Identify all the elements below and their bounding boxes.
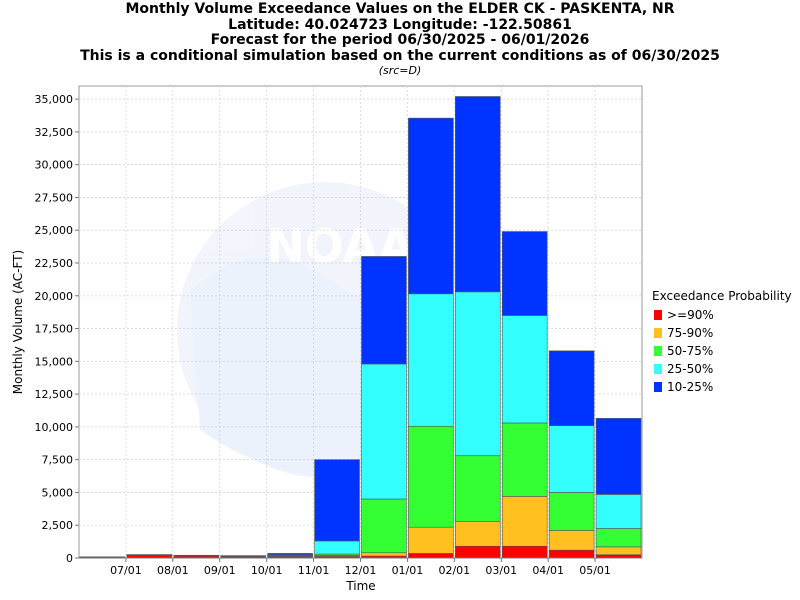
y-tick-label: 30,000 (35, 159, 74, 172)
y-tick-label: 35,000 (35, 93, 74, 106)
x-tick-label: 01/01 (392, 564, 424, 577)
x-tick-label: 09/01 (204, 564, 236, 577)
bar-segment (501, 422, 548, 497)
legend-label: 10-25% (667, 380, 714, 394)
bar-segment (173, 554, 220, 557)
y-tick-label: 32,500 (35, 126, 74, 139)
bar-segment (501, 231, 548, 316)
y-tick-label: 20,000 (35, 290, 74, 303)
legend-item: >=90% (652, 306, 792, 324)
legend-item: 50-75% (652, 342, 792, 360)
bar-segment (408, 526, 454, 554)
y-tick-label: 27,500 (35, 191, 74, 204)
bar-segment (220, 555, 266, 557)
legend-swatch (654, 310, 662, 320)
bar-segment (595, 418, 642, 495)
legend-title: Exceedance Probability (652, 289, 792, 303)
bar-segment (361, 363, 407, 500)
x-tick-label: 12/01 (345, 564, 377, 577)
bar-segment (501, 315, 548, 424)
legend-label: 50-75% (667, 344, 714, 358)
y-axis-label: Monthly Volume (AC-FT) (11, 250, 25, 394)
bar-segment (548, 530, 595, 551)
y-tick-label: 10,000 (35, 421, 74, 434)
y-axis-ticks: 0 2,500 5,000 7,500 10,000 12,500 15,000 17,500… (35, 93, 79, 565)
legend-swatch (654, 382, 662, 392)
chart-title: Monthly Volume Exceedance Values on the … (125, 1, 675, 17)
bar-segment (548, 425, 595, 493)
y-tick-label: 5,000 (42, 486, 74, 499)
x-tick-label: 10/01 (251, 564, 283, 577)
legend-item: 25-50% (652, 360, 792, 378)
bar-segment (126, 554, 173, 556)
bar-segment (361, 256, 407, 365)
bar-segment (455, 291, 501, 457)
legend-items: >=90% 75-90% 50-75% 25-50% 10-25% (652, 306, 792, 396)
bar-segment (314, 459, 360, 542)
x-tick-label: 08/01 (157, 564, 189, 577)
bar-segment (267, 553, 313, 556)
chart-subtitle-2: Forecast for the period 06/30/2025 - 06/… (210, 32, 590, 48)
legend: Exceedance Probability >=90% 75-90% 50-75%… (652, 289, 792, 396)
bar-segment (455, 520, 501, 547)
bar-segment (548, 492, 595, 531)
x-tick-label: 11/01 (298, 564, 330, 577)
y-tick-label: 22,500 (35, 257, 74, 270)
bar-segment (408, 117, 454, 295)
bars (79, 96, 642, 559)
legend-swatch (654, 328, 662, 338)
bar-segment (455, 455, 501, 522)
y-tick-label: 25,000 (35, 224, 74, 237)
bar-segment (455, 545, 501, 559)
x-tick-label: 05/01 (579, 564, 611, 577)
bar-segment (595, 494, 642, 529)
source-note: (src=D) (378, 64, 422, 77)
bar-segment (455, 96, 501, 293)
bar-segment (79, 556, 126, 558)
x-tick-label: 02/01 (438, 564, 470, 577)
bar-segment (408, 553, 454, 559)
x-tick-label: 07/01 (110, 564, 142, 577)
y-tick-label: 0 (66, 552, 73, 565)
legend-swatch (654, 346, 662, 356)
chart-subtitle-1: Latitude: 40.024723 Longitude: -122.5086… (228, 16, 572, 33)
y-tick-label: 2,500 (42, 519, 74, 532)
x-axis-label: Time (345, 579, 375, 593)
y-tick-label: 17,500 (35, 323, 74, 336)
bar-segment (548, 549, 595, 559)
y-tick-label: 12,500 (35, 388, 74, 401)
x-tick-label: 03/01 (485, 564, 517, 577)
chart-titles: Monthly Volume Exceedance Values on the … (0, 1, 800, 78)
legend-label: >=90% (667, 308, 714, 322)
bar-segment (548, 350, 595, 426)
bar-segment (314, 540, 360, 555)
y-tick-label: 15,000 (35, 355, 74, 368)
bar-segment (595, 528, 642, 548)
legend-swatch (654, 364, 662, 374)
x-axis-ticks: 07/01 08/01 09/01 10/01 11/01 12/01 01/01 02/01… (79, 557, 642, 577)
legend-item: 75-90% (652, 324, 792, 342)
bar-segment (595, 546, 642, 556)
bar-segment (408, 425, 454, 528)
bar-segment (361, 552, 407, 557)
x-tick-label: 04/01 (532, 564, 564, 577)
bar-segment (408, 293, 454, 427)
legend-label: 75-90% (667, 326, 714, 340)
y-tick-label: 7,500 (42, 454, 74, 467)
bar-segment (501, 496, 548, 547)
chart-subtitle-3: This is a conditional simulation based o… (80, 47, 720, 64)
bar-segment (501, 545, 548, 559)
legend-item: 10-25% (652, 378, 792, 396)
bar-segment (361, 498, 407, 554)
legend-label: 25-50% (667, 362, 714, 376)
